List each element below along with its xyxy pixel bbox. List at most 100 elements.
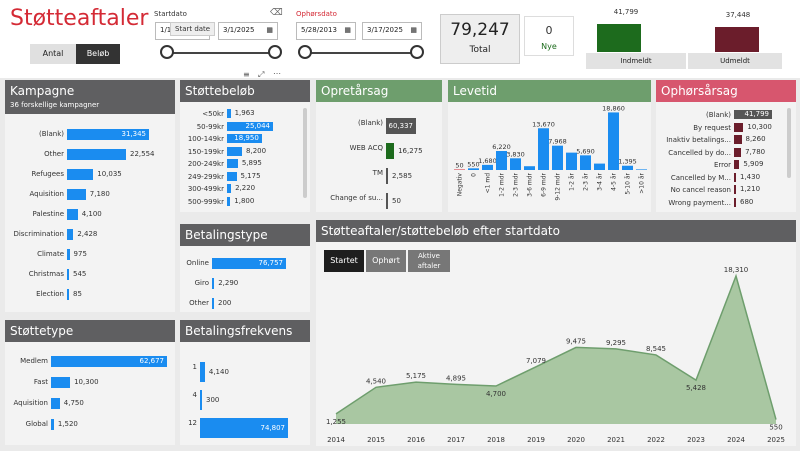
levetid-bar[interactable] [636, 169, 647, 170]
start-slider-handle-right[interactable] [268, 45, 282, 59]
udmeldt-button[interactable]: Udmeldt [688, 53, 782, 69]
levetid-bar[interactable] [538, 128, 549, 170]
bar[interactable] [734, 147, 742, 157]
end-slider-track[interactable] [304, 52, 414, 54]
bar[interactable] [67, 209, 78, 220]
levetid-data-label: 7,968 [548, 138, 567, 146]
nye-card [524, 16, 574, 56]
bar[interactable] [227, 196, 231, 206]
bar[interactable] [67, 229, 74, 240]
bar[interactable] [67, 189, 86, 200]
bar[interactable] [734, 122, 744, 132]
timeline-year-label: 2020 [567, 436, 585, 444]
bar[interactable] [51, 377, 71, 388]
bar[interactable] [51, 356, 167, 367]
end-slider-handle-left[interactable] [298, 45, 312, 59]
bar[interactable] [67, 249, 70, 260]
bar[interactable] [227, 121, 273, 131]
levetid-bar[interactable] [496, 151, 507, 170]
bar[interactable] [212, 258, 286, 269]
bar-label: 12 [188, 419, 197, 427]
bar[interactable] [734, 197, 736, 207]
bar[interactable] [734, 185, 736, 194]
bar[interactable] [67, 129, 149, 140]
levetid-category-label: 1-2 mdr [499, 172, 506, 196]
bar[interactable] [67, 269, 69, 280]
bar-label: Error [713, 161, 731, 169]
nye-label: Nye [541, 42, 557, 51]
bar[interactable] [734, 135, 742, 144]
bar-value: 2,290 [218, 279, 239, 287]
end-to-input[interactable]: 3/17/2025 ▦ [362, 22, 422, 40]
bar-value: 76,757 [258, 259, 284, 267]
opharsarsag-panel: Ophørsårsag (Blank) 41,799 By request 10,30… [656, 80, 796, 212]
bar-value: 4,750 [63, 399, 84, 407]
end-slider-handle-right[interactable] [410, 45, 424, 59]
more-options-icon[interactable]: ⋯ [273, 69, 281, 78]
bar[interactable] [200, 362, 205, 382]
bar-value: 41,799 [744, 110, 770, 118]
focus-mode-icon[interactable]: ⤢ [258, 70, 265, 79]
bar[interactable] [734, 172, 736, 182]
kampagne-subtitle: 36 forskellige kampagner [10, 101, 100, 109]
eraser-icon[interactable]: ⌫ [270, 8, 283, 18]
bar[interactable] [67, 289, 69, 300]
levetid-bar[interactable] [608, 112, 619, 170]
bar[interactable] [227, 159, 238, 168]
levetid-bar[interactable] [510, 158, 521, 170]
aktive-aftaler-button[interactable]: Aktive aftaler [408, 250, 450, 272]
levetid-bar[interactable] [482, 164, 493, 170]
levetid-category-label: 2-3 mdr [513, 172, 520, 196]
bar[interactable] [67, 149, 126, 160]
levetid-bar[interactable] [566, 152, 577, 170]
filter-icon[interactable]: ≡ [243, 70, 250, 79]
bar-value: 62,677 [139, 357, 165, 365]
end-from-input[interactable]: 5/28/2013 ▦ [296, 22, 356, 40]
bar[interactable] [212, 298, 214, 309]
bar[interactable] [200, 418, 288, 438]
levetid-bar[interactable] [454, 169, 465, 171]
ophort-button[interactable]: Ophørt [366, 250, 406, 272]
bar[interactable] [227, 134, 262, 143]
timeline-data-label: 4,700 [486, 390, 506, 398]
bar[interactable] [67, 169, 94, 180]
start-slider-track[interactable] [165, 52, 275, 54]
timeline-data-label: 1,255 [326, 418, 346, 426]
levetid-data-label: 5,690 [576, 147, 595, 155]
indmeldt-button[interactable]: Indmeldt [586, 53, 686, 69]
bar[interactable] [734, 110, 772, 119]
bar[interactable] [212, 278, 215, 289]
bar-value: 1,520 [57, 420, 78, 428]
bar-value: 4,140 [208, 367, 229, 376]
bar[interactable] [227, 109, 231, 118]
bar[interactable] [227, 146, 243, 156]
levetid-bar[interactable] [552, 145, 563, 170]
toggle-belob-button[interactable]: Beløb [76, 44, 120, 64]
bar[interactable] [51, 398, 60, 409]
bar[interactable] [386, 143, 395, 159]
start-slider-handle-left[interactable] [160, 45, 174, 59]
start-to-input[interactable]: 3/1/2025 ▦ [218, 22, 278, 40]
timeline-area[interactable] [336, 276, 776, 424]
bar[interactable] [227, 184, 232, 193]
bar-value: 5,895 [241, 159, 262, 167]
toggle-antal-button[interactable]: Antal [30, 44, 76, 64]
levetid-bar[interactable] [580, 155, 591, 170]
levetid-bar[interactable] [524, 166, 535, 170]
startet-button[interactable]: Startet [324, 250, 364, 272]
ophorsdato-label: Ophørsdato [296, 10, 337, 18]
bar[interactable] [227, 171, 237, 181]
scrollbar[interactable] [787, 108, 791, 178]
bar[interactable] [386, 193, 388, 209]
bar[interactable] [386, 118, 416, 134]
levetid-bar[interactable] [468, 168, 479, 170]
bar[interactable] [200, 390, 202, 410]
levetid-bar[interactable] [622, 165, 633, 170]
bar-value: 10,300 [747, 122, 772, 131]
scrollbar[interactable] [303, 108, 307, 198]
bar[interactable] [734, 160, 740, 169]
bar[interactable] [51, 419, 54, 430]
levetid-bar[interactable] [594, 163, 605, 170]
bar[interactable] [386, 168, 388, 184]
bar-value: 8,260 [745, 135, 766, 143]
